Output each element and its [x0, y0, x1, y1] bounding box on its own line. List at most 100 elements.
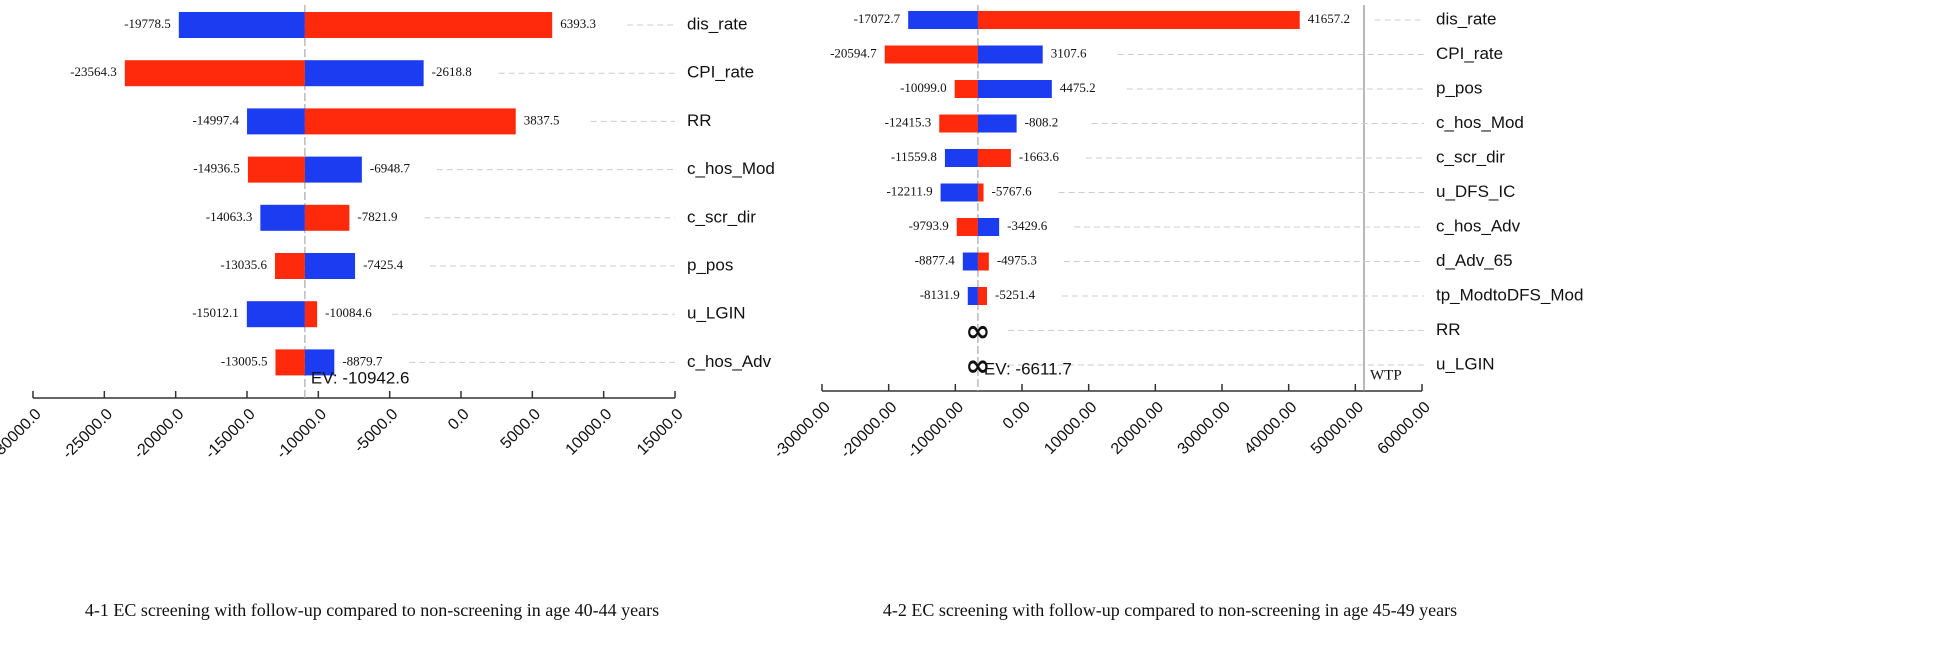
bar — [304, 204, 350, 231]
bar — [275, 253, 305, 279]
category-label: RR — [687, 111, 712, 130]
x-tick-label: 5000.0 — [498, 406, 545, 453]
ev-label: EV: -10942.6 — [311, 368, 410, 387]
value-label: -11559.8 — [891, 149, 937, 164]
value-label: -3429.6 — [1007, 218, 1048, 233]
value-label: -7821.9 — [357, 209, 397, 224]
category-label: dis_rate — [1436, 9, 1496, 28]
value-label: -13035.6 — [220, 257, 267, 272]
value-label: -19778.5 — [124, 16, 171, 31]
bar — [304, 60, 424, 87]
value-label: -1663.6 — [1019, 149, 1060, 164]
x-tick-label: -10000.00 — [904, 399, 967, 462]
x-tick-label: -25000.0 — [59, 406, 116, 463]
bar — [246, 301, 305, 328]
value-label: -10084.6 — [325, 305, 372, 320]
ev-label: EV: -6611.7 — [984, 359, 1072, 378]
bar — [884, 45, 978, 64]
bar — [977, 252, 989, 271]
category-label: c_hos_Mod — [1436, 113, 1524, 132]
bar — [247, 108, 305, 135]
bar — [967, 287, 978, 305]
x-tick-label: 15000.0 — [634, 406, 687, 459]
bar — [977, 149, 1011, 167]
x-tick-label: -15000.0 — [202, 406, 259, 463]
category-label: c_hos_Mod — [687, 159, 775, 178]
x-tick-label: 10000.0 — [563, 406, 616, 459]
value-label: -14997.4 — [192, 112, 239, 127]
category-label: p_pos — [1436, 78, 1482, 97]
value-label: 3107.6 — [1051, 45, 1087, 60]
bar — [939, 114, 978, 133]
bar — [304, 108, 516, 135]
value-label: -12415.3 — [885, 114, 932, 129]
bar — [977, 11, 1300, 29]
category-label: CPI_rate — [687, 63, 754, 82]
bar — [977, 80, 1052, 98]
value-label: 41657.2 — [1308, 11, 1350, 26]
bar — [954, 80, 978, 98]
bar — [260, 204, 305, 231]
x-tick-label: 20000.00 — [1108, 399, 1167, 458]
value-label: -5767.6 — [992, 183, 1033, 198]
bar — [940, 183, 978, 202]
value-label: -808.2 — [1025, 114, 1059, 129]
category-label: c_hos_Adv — [687, 352, 772, 371]
value-label: -13005.5 — [221, 353, 268, 368]
x-tick-label: -20000.0 — [131, 406, 188, 463]
category-label: tp_ModtoDFS_Mod — [1436, 285, 1583, 304]
bar — [962, 252, 978, 271]
bar — [247, 156, 305, 183]
category-label: c_scr_dir — [687, 207, 756, 226]
category-label: p_pos — [687, 255, 733, 274]
bar — [275, 349, 305, 376]
value-label: -2618.8 — [432, 64, 472, 79]
bar — [977, 183, 984, 202]
x-tick-label: 0.0 — [445, 406, 473, 434]
bar — [304, 253, 356, 279]
x-tick-label: -30000.00 — [771, 399, 834, 462]
x-tick-label: 40000.00 — [1241, 399, 1300, 458]
value-label: 3837.5 — [524, 112, 560, 127]
bar — [304, 12, 553, 38]
value-label: -10099.0 — [900, 80, 947, 95]
bar — [977, 218, 1000, 236]
category-label: dis_rate — [687, 14, 747, 33]
wtp-label: WTP — [1370, 367, 1402, 383]
x-tick-label: 60000.00 — [1375, 399, 1434, 458]
value-label: -6948.7 — [370, 161, 411, 176]
category-label: u_LGIN — [687, 304, 746, 323]
category-label: u_DFS_IC — [1436, 182, 1515, 201]
value-label: -7425.4 — [363, 257, 404, 272]
bar — [908, 11, 978, 29]
caption: 4-1 EC screening with follow-up compared… — [85, 600, 659, 620]
value-label: -5251.4 — [995, 287, 1036, 302]
bar — [977, 114, 1017, 133]
bar — [124, 60, 305, 87]
infinite-label: ∞ — [965, 314, 990, 349]
value-label: -4975.3 — [997, 252, 1037, 267]
x-tick-label: -5000.0 — [351, 406, 401, 456]
category-label: CPI_rate — [1436, 44, 1503, 63]
x-tick-label: -10000.0 — [273, 406, 330, 463]
value-label: -15012.1 — [192, 305, 239, 320]
bar — [977, 45, 1043, 64]
value-label: -8877.4 — [915, 252, 956, 267]
bar — [304, 301, 318, 328]
x-tick-label: -20000.00 — [838, 399, 901, 462]
infinite-label: ∞ — [965, 349, 990, 384]
x-tick-label: 50000.00 — [1308, 399, 1367, 458]
value-label: -9793.9 — [909, 218, 949, 233]
bar — [304, 156, 362, 183]
bar — [944, 149, 978, 167]
category-label: c_scr_dir — [1436, 147, 1505, 166]
value-label: -23564.3 — [70, 64, 117, 79]
bar — [977, 287, 987, 305]
bar — [304, 349, 335, 376]
x-tick-label: 30000.00 — [1175, 399, 1234, 458]
category-label: c_hos_Adv — [1436, 216, 1521, 235]
category-label: u_LGIN — [1436, 354, 1495, 373]
value-label: -20594.7 — [830, 45, 877, 60]
